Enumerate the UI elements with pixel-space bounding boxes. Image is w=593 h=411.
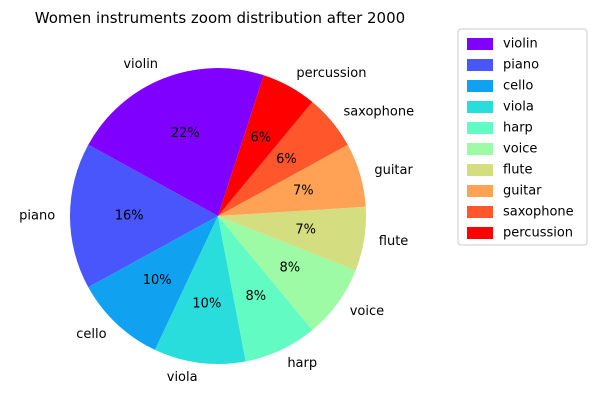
pie-slice-viola [154, 216, 246, 364]
pie-slice-cello [88, 216, 218, 350]
legend-label-flute: flute [503, 163, 533, 178]
pie-slice-piano [69, 144, 218, 288]
pct-label-guitar: 7% [293, 184, 314, 199]
pie-slice-voice [218, 216, 356, 331]
slice-label-saxophone: saxophone [343, 105, 414, 120]
slice-label-piano: piano [19, 209, 55, 224]
slice-label-violin: violin [123, 57, 158, 72]
slice-label-percussion: percussion [296, 66, 366, 81]
pct-label-viola: 10% [192, 297, 221, 312]
pct-label-percussion: 6% [250, 131, 271, 146]
pie-slice-guitar [218, 144, 366, 216]
legend-swatch-guitar [467, 185, 493, 197]
legend-label-percussion: percussion [503, 226, 573, 241]
legend-swatch-piano [467, 59, 493, 71]
chart-title: Women instruments zoom distribution afte… [35, 9, 405, 27]
pct-label-cello: 10% [143, 273, 172, 288]
pct-label-flute: 7% [295, 222, 316, 237]
legend-swatch-cello [467, 80, 493, 92]
pct-label-saxophone: 6% [276, 152, 297, 167]
legend-swatch-flute [467, 164, 493, 176]
slice-label-viola: viola [167, 370, 198, 385]
legend-swatch-harp [467, 122, 493, 134]
legend-label-harp: harp [503, 121, 533, 136]
legend-label-viola: viola [503, 100, 534, 115]
pct-label-harp: 8% [245, 289, 266, 304]
pie-slices [69, 68, 366, 364]
slice-label-guitar: guitar [374, 163, 413, 178]
pie-slice-harp [218, 216, 313, 362]
legend-label-guitar: guitar [503, 184, 542, 199]
legend-swatch-percussion [467, 227, 493, 239]
legend-label-piano: piano [503, 58, 539, 73]
pie-labels: violin 22% piano 16% cello 10% viola 10% harp 8% v… [19, 57, 414, 385]
legend-label-voice: voice [503, 142, 537, 157]
legend: violin piano cello viola harp voice flute guita… [457, 28, 588, 246]
slice-label-flute: flute [379, 234, 409, 249]
legend-label-saxophone: saxophone [503, 205, 574, 220]
legend-label-violin: violin [503, 37, 538, 52]
pie-slice-percussion [218, 75, 313, 216]
slice-label-cello: cello [76, 327, 106, 342]
pct-label-voice: 8% [280, 261, 301, 276]
legend-swatch-viola [467, 101, 493, 113]
pie-slice-violin [88, 68, 264, 217]
slice-label-voice: voice [350, 304, 384, 319]
legend-swatch-violin [467, 38, 493, 50]
slice-label-harp: harp [287, 356, 317, 371]
legend-swatch-voice [467, 143, 493, 155]
legend-swatch-saxophone [467, 206, 493, 218]
pie-slice-flute [218, 206, 366, 271]
pie-slice-saxophone [218, 101, 348, 216]
pct-label-violin: 22% [171, 126, 200, 141]
pct-label-piano: 16% [115, 209, 144, 224]
legend-label-cello: cello [503, 79, 533, 94]
